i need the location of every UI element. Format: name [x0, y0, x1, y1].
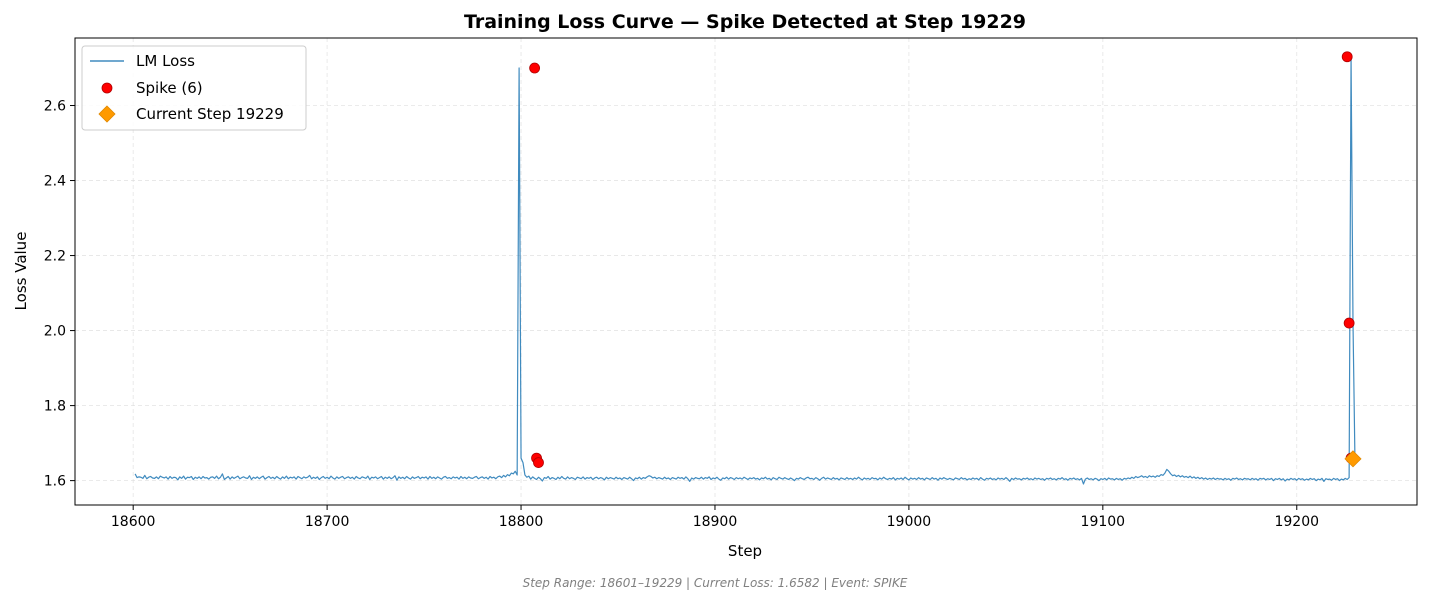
legend-box [81, 45, 307, 131]
x-tick-label: 18700 [305, 514, 350, 530]
spike-marker [1341, 51, 1353, 63]
x-tick-label: 19200 [1274, 514, 1319, 530]
spike-marker [533, 457, 544, 469]
legend-spike-swatch [101, 82, 113, 94]
legend-current-swatch [98, 105, 116, 123]
x-tick-label: 18900 [693, 514, 738, 530]
y-tick-label: 1.8 [44, 399, 66, 415]
legend-label: LM Loss [136, 52, 195, 70]
chart-title: Training Loss Curve — Spike Detected at … [464, 11, 1026, 33]
line-layer [134, 56, 1356, 485]
y-tick-label: 1.6 [44, 474, 66, 490]
x-tick-label: 18800 [499, 514, 544, 530]
marker-layer [529, 51, 1362, 469]
y-tick-label: 2.6 [44, 99, 66, 115]
y-tick-label: 2.0 [44, 324, 66, 340]
lm-loss-line [134, 56, 1356, 485]
grid-layer [75, 38, 1417, 505]
spike-marker [529, 62, 541, 74]
footer-caption: Step Range: 18601–19229 | Current Loss: … [523, 576, 908, 590]
y-tick-label: 2.2 [44, 249, 66, 265]
y-tick-label: 2.4 [44, 174, 66, 190]
plot-frame [74, 37, 1418, 506]
spike-marker [1343, 317, 1355, 329]
current-step-marker [1344, 450, 1362, 468]
x-tick-label: 19000 [887, 514, 932, 530]
x-tick-label: 19100 [1081, 514, 1126, 530]
legend-label: Spike (6) [136, 79, 203, 97]
tick-layer: 18600 18700 18800 18900 19000 19100 19200 1.6 1.… [44, 99, 1319, 530]
legend: LM Loss Spike (6) Current Step 19229 [81, 45, 307, 131]
y-axis-label: Loss Value [12, 232, 30, 311]
legend-label: Current Step 19229 [136, 105, 284, 123]
x-axis-label: Step [728, 542, 762, 560]
x-tick-label: 18600 [111, 514, 156, 530]
